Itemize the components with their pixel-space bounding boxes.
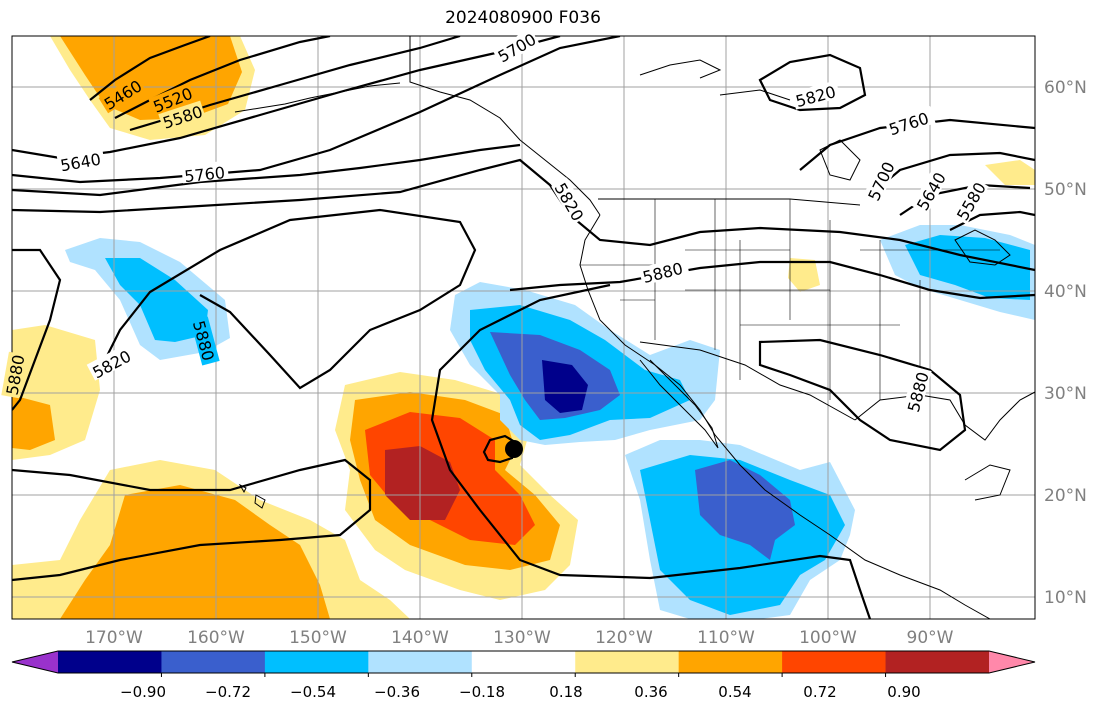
anomaly-positive-patch-1 (788, 258, 820, 292)
colorbar-tick-label: −0.72 (205, 683, 251, 701)
lat-label: 40°N (1044, 282, 1087, 302)
contour-5880 (509, 260, 1035, 300)
colorbar-tick-label: 0.36 (634, 683, 667, 701)
anomaly-negative-central-core (105, 258, 208, 342)
colorbar-tick-label: 0.54 (718, 683, 751, 701)
latitude-labels: 60°N 50°N 40°N 30°N 20°N 10°N (1044, 78, 1087, 608)
colorbar-segment (782, 651, 887, 673)
contour-5760 (12, 143, 521, 197)
lon-label: 170°W (85, 628, 143, 648)
arctic-coast-2 (719, 89, 791, 101)
contour-5760-east (799, 118, 1035, 171)
lon-label: 110°W (697, 628, 755, 648)
contour-5820-ring (758, 53, 867, 112)
colorbar-tick-label: −0.90 (120, 683, 166, 701)
contour-5880-south (430, 283, 872, 619)
colorbar-tick-label: 0.18 (549, 683, 582, 701)
aleutians (234, 82, 401, 113)
colorbar-tick-label: 0.72 (803, 683, 836, 701)
colorbar-segment (471, 651, 576, 673)
anomaly-positive-west-core (12, 395, 55, 450)
us-mexico-border (639, 341, 856, 421)
contour-5520 (114, 36, 331, 119)
colorbar-segment (264, 651, 369, 673)
colorbar-segment (885, 651, 990, 673)
contour-5700 (12, 36, 621, 184)
lat-label: 10°N (1044, 588, 1087, 608)
anomaly-positive-patch-2 (985, 160, 1035, 185)
lon-label: 130°W (493, 628, 551, 648)
storm-center-marker (505, 440, 523, 458)
lon-label: 140°W (391, 628, 449, 648)
colorbar-segment (161, 651, 266, 673)
arctic-coast (639, 59, 722, 79)
colorbar-segment (575, 651, 680, 673)
colorbar-segment (678, 651, 783, 673)
lon-label: 120°W (595, 628, 653, 648)
contour-5880-east (758, 338, 967, 452)
canada-us-border (598, 198, 861, 206)
contour-5820-west (12, 248, 62, 411)
colorbar-extend-max (989, 651, 1035, 673)
lon-label: 90°W (907, 628, 954, 648)
colorbar-outline (11, 650, 1036, 674)
lat-label: 50°N (1044, 180, 1087, 200)
lat-label: 60°N (1044, 78, 1087, 98)
colorbar-tick-labels: −0.90 −0.72 −0.54 −0.36 −0.18 0.18 0.36 … (120, 683, 921, 701)
contour-label: 5760 (183, 163, 225, 186)
contour-5460 (89, 36, 211, 101)
colorbar-tick-label: 0.90 (887, 683, 920, 701)
colorbar-segment (368, 651, 473, 673)
contour-5820-ridge (99, 208, 477, 390)
hawaii-1 (254, 494, 266, 509)
anomaly-negative-greatlakes-core (905, 235, 1030, 300)
great-lakes (954, 229, 1011, 266)
colorbar-segment (58, 651, 162, 673)
anomaly-negative-california-max (542, 360, 588, 413)
alaska-coast (409, 36, 601, 216)
colorbar-extend-min (12, 651, 58, 673)
colorbar-tick-label: −0.36 (374, 683, 420, 701)
longitude-labels: 170°W 160°W 150°W 140°W 130°W 120°W 110°… (85, 628, 954, 648)
contour-5880-west (12, 458, 372, 582)
map-area (12, 36, 1035, 619)
colorbar-tick-label: −0.18 (459, 683, 505, 701)
baja-california (639, 359, 719, 449)
colorbar-tick-label: −0.54 (290, 683, 336, 701)
lat-label: 30°N (1044, 384, 1087, 404)
lat-label: 20°N (1044, 486, 1087, 506)
anomaly-positive-south-core (60, 485, 330, 619)
map-title: 2024080900 F036 (445, 8, 601, 28)
state-borders (580, 199, 1000, 400)
anomaly-positive-storm-max (385, 446, 460, 520)
colorbar (11, 650, 1036, 677)
anomaly-negative-mexico-core (695, 460, 795, 560)
yucatan (964, 464, 1011, 501)
lon-label: 160°W (187, 628, 245, 648)
lon-label: 100°W (799, 628, 857, 648)
lon-label: 150°W (289, 628, 347, 648)
